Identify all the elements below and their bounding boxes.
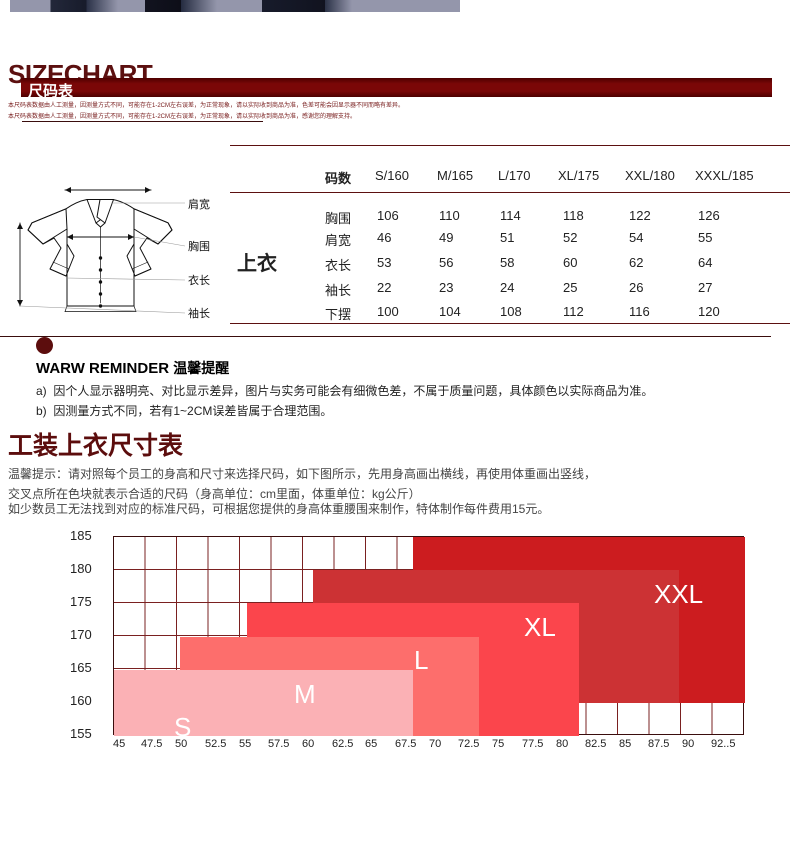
svg-text:袖长: 袖长 <box>188 306 210 320</box>
svg-text:胸围: 胸围 <box>188 239 210 253</box>
svg-text:肩宽: 肩宽 <box>188 197 210 211</box>
svg-text:衣长: 衣长 <box>188 273 210 287</box>
